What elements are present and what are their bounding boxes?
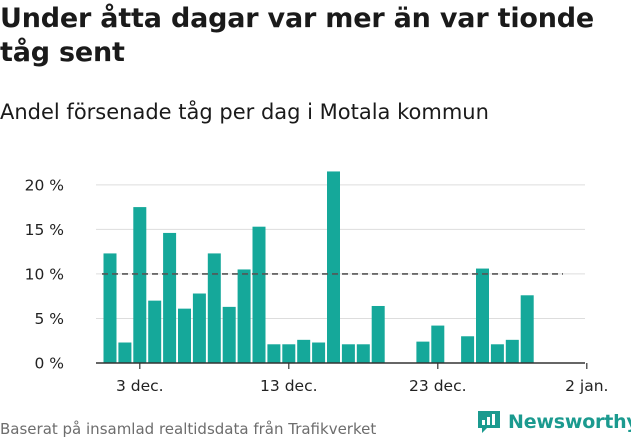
bar — [476, 268, 489, 363]
bar — [133, 207, 147, 363]
brand-logo[interactable]: Newsworthy — [476, 407, 631, 437]
bar — [371, 305, 385, 363]
bar — [192, 293, 206, 363]
chart-title: Under åtta dagar var mer än var tionde t… — [0, 3, 595, 68]
x-tick-label: 3 dec. — [116, 377, 164, 395]
bar — [103, 253, 117, 363]
bar — [267, 344, 281, 363]
bar — [490, 344, 504, 363]
bar — [207, 253, 221, 363]
bar — [178, 308, 191, 363]
bar — [505, 339, 519, 363]
y-axis-ticks: 0 % 5 % 10 % 15 % 20 % — [25, 176, 64, 372]
bar — [356, 344, 370, 363]
x-tick-label: 13 dec. — [260, 377, 317, 395]
bar — [148, 300, 162, 363]
bar — [237, 269, 251, 363]
bar — [297, 339, 311, 363]
newsworthy-logo-icon — [478, 411, 500, 433]
bar — [222, 306, 236, 363]
x-axis-ticks: 3 dec. 13 dec. 23 dec. 2 jan. — [116, 363, 608, 395]
bar — [252, 226, 266, 363]
y-tick-label: 0 % — [34, 355, 64, 373]
chart-subtitle: Andel försenade tåg per dag i Motala kom… — [0, 100, 489, 124]
bar — [163, 232, 177, 363]
x-tick-label: 2 jan. — [565, 377, 608, 395]
x-tick-label: 23 dec. — [409, 377, 466, 395]
bar — [312, 342, 326, 363]
bar — [327, 171, 340, 363]
y-tick-label: 15 % — [25, 221, 64, 239]
bar — [431, 325, 445, 363]
bar — [118, 342, 132, 363]
bar — [282, 344, 296, 363]
source-note: Baserat på insamlad realtidsdata från Tr… — [0, 420, 377, 438]
y-tick-label: 10 % — [25, 265, 64, 283]
y-tick-label: 20 % — [25, 176, 64, 194]
bar — [341, 344, 355, 363]
bar — [520, 295, 534, 363]
bar — [416, 341, 430, 363]
y-tick-label: 5 % — [34, 310, 64, 328]
bars — [103, 171, 534, 363]
brand-name: Newsworthy — [508, 411, 631, 433]
bar — [461, 336, 475, 363]
